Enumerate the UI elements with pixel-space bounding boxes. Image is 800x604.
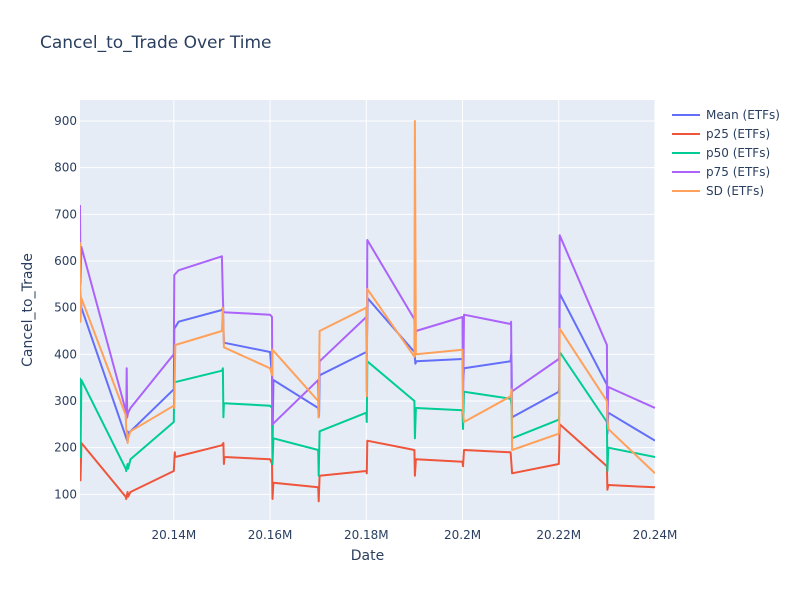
x-tick-label: 20.24M	[633, 528, 678, 542]
x-tick-label: 20.16M	[248, 528, 293, 542]
x-tick-label: 20.2M	[444, 528, 481, 542]
y-tick-label: 400	[54, 347, 77, 361]
series-line-0	[80, 288, 655, 449]
x-tick-label: 20.18M	[344, 528, 389, 542]
chart-title: Cancel_to_Trade Over Time	[40, 33, 272, 53]
legend-label-4[interactable]: SD (ETFs)	[706, 184, 764, 198]
legend-label-3[interactable]: p75 (ETFs)	[706, 165, 770, 179]
y-tick-label: 700	[54, 207, 77, 221]
legend-label-0[interactable]: Mean (ETFs)	[706, 108, 780, 122]
series-line-4	[80, 120, 655, 475]
legend-label-2[interactable]: p50 (ETFs)	[706, 146, 770, 160]
series-line-1	[80, 423, 655, 503]
y-tick-label: 100	[54, 487, 77, 501]
y-tick-label: 300	[54, 394, 77, 408]
legend-label-1[interactable]: p25 (ETFs)	[706, 127, 770, 141]
x-axis-title: Date	[351, 548, 384, 564]
y-tick-label: 900	[54, 114, 77, 128]
y-tick-label: 600	[54, 254, 77, 268]
y-tick-label: 800	[54, 161, 77, 175]
y-tick-label: 200	[54, 441, 77, 455]
x-tick-label: 20.14M	[151, 528, 196, 542]
series-line-2	[80, 351, 655, 477]
y-axis-title: Cancel_to_Trade	[20, 253, 36, 367]
x-tick-label: 20.22M	[536, 528, 581, 542]
y-tick-label: 500	[54, 301, 77, 315]
